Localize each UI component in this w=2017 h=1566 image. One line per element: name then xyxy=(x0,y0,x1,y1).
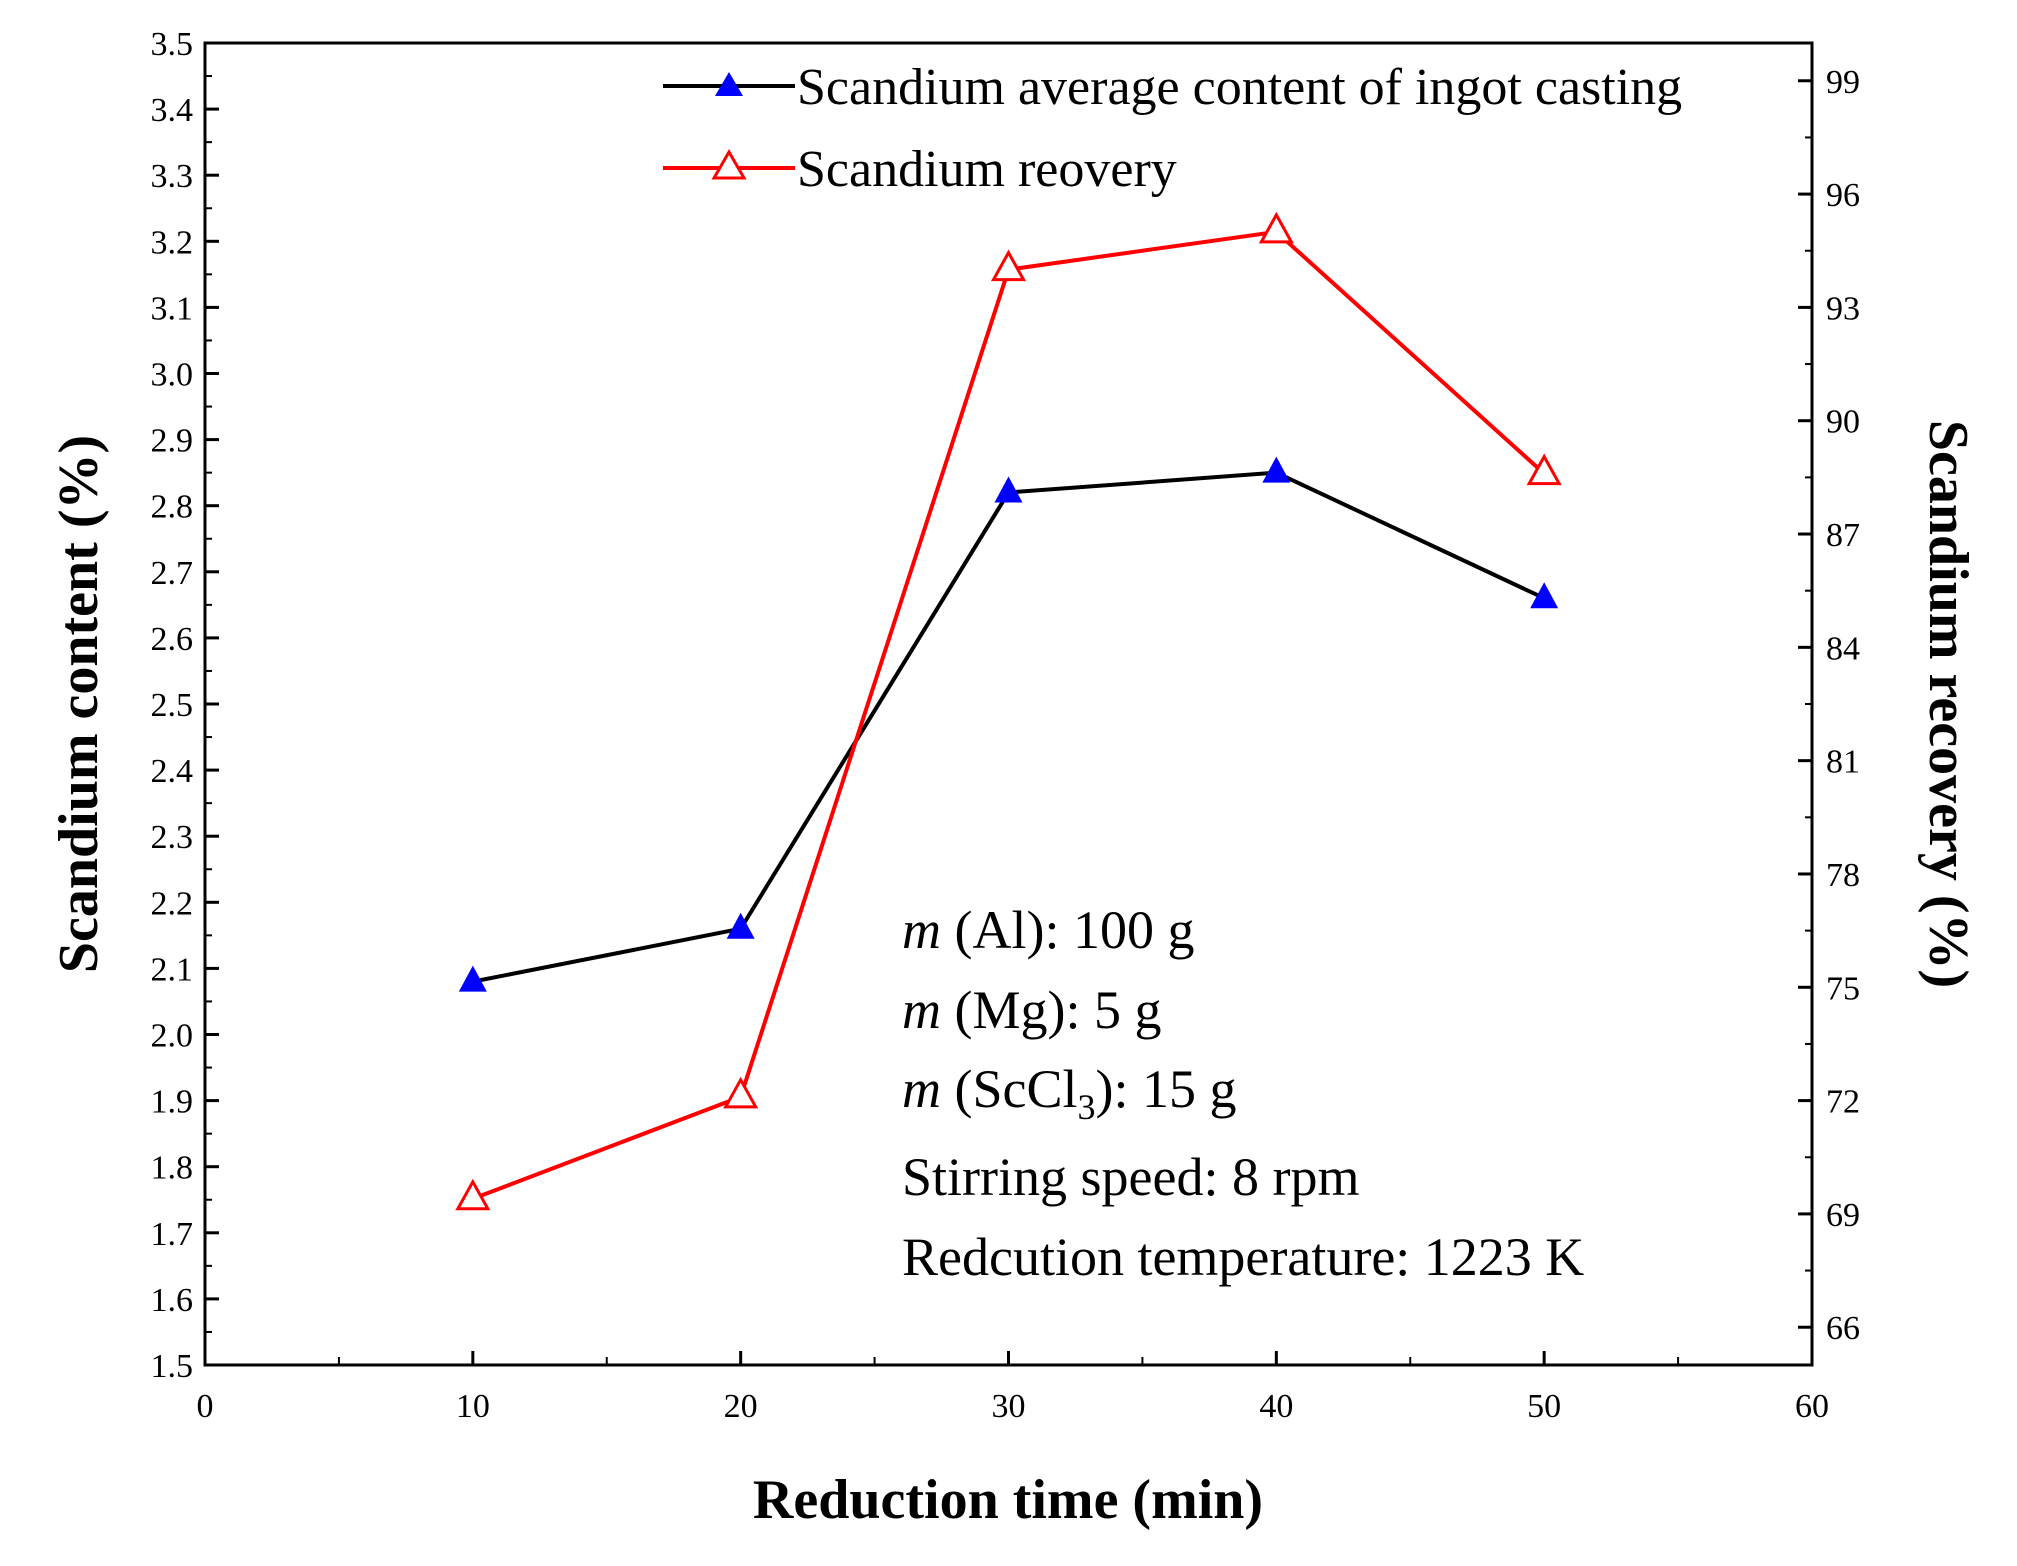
y-tick-label: 2.1 xyxy=(151,951,194,988)
y-tick-label: 2.3 xyxy=(151,819,194,856)
recovery-point xyxy=(1526,453,1562,486)
x-tick-label: 40 xyxy=(1259,1388,1293,1425)
y2-tick-label: 96 xyxy=(1826,177,1860,214)
x-tick-label: 60 xyxy=(1795,1388,1829,1425)
y2-tick-label: 66 xyxy=(1826,1310,1860,1347)
y2-tick-label: 90 xyxy=(1826,404,1860,441)
series-layer xyxy=(455,211,1562,1211)
recovery-point xyxy=(723,1076,759,1109)
y-tick-label: 3.3 xyxy=(151,158,194,195)
y2-tick-label: 84 xyxy=(1826,630,1860,667)
y2-tick-label: 93 xyxy=(1826,290,1860,327)
legend-marker-content xyxy=(715,72,743,96)
y-tick-label: 1.5 xyxy=(151,1348,194,1385)
y-tick-label: 3.0 xyxy=(151,357,194,394)
y2-axis-title: Scandium recovery (%) xyxy=(1917,420,1979,988)
annotation-sccl3: m (ScCl3): 15 g xyxy=(902,1059,1237,1127)
annotation-stirring: Stirring speed: 8 rpm xyxy=(902,1147,1359,1207)
x-tick-label: 30 xyxy=(992,1388,1026,1425)
x-tick-label: 20 xyxy=(724,1388,758,1425)
y-tick-label: 3.2 xyxy=(151,224,194,261)
legend-label-recovery: Scandium reovery xyxy=(797,141,1177,198)
grid-ticks-layer: 0 10 20 30 40 50 60 1.5 1.6 1.7 1.8 1.9 2.0 2.1 2.2 2.3… xyxy=(151,26,1861,1425)
legend: Scandium average content of ingot castin… xyxy=(663,59,1682,198)
recovery-point xyxy=(455,1178,491,1211)
x-tick-label: 0 xyxy=(197,1388,214,1425)
y-tick-label: 1.7 xyxy=(151,1216,194,1253)
y-tick-label: 2.6 xyxy=(151,621,194,658)
y-tick-label: 1.8 xyxy=(151,1150,194,1187)
y-tick-label: 3.5 xyxy=(151,26,194,63)
y2-tick-label: 69 xyxy=(1826,1197,1860,1234)
content-point xyxy=(458,965,487,992)
y2-tick-label: 87 xyxy=(1826,517,1860,554)
y-tick-label: 2.2 xyxy=(151,885,194,922)
y2-tick-label: 78 xyxy=(1826,857,1860,894)
recovery-point xyxy=(990,249,1027,282)
legend-marker-recovery xyxy=(711,148,747,180)
y-tick-label: 3.1 xyxy=(151,290,194,327)
y-tick-label: 2.0 xyxy=(151,1018,194,1055)
x-tick-label: 50 xyxy=(1527,1388,1561,1425)
y-tick-label: 2.4 xyxy=(151,753,194,790)
content-point xyxy=(726,912,755,939)
x-axis-title: Reduction time (min) xyxy=(753,1469,1263,1531)
content-point xyxy=(994,476,1023,503)
y-tick-label: 2.9 xyxy=(151,423,194,460)
y-tick-label: 2.8 xyxy=(151,489,194,526)
content-point xyxy=(1530,582,1559,609)
annotation-temperature: Redcution temperature: 1223 K xyxy=(902,1227,1584,1287)
y-tick-label: 1.6 xyxy=(151,1282,194,1319)
legend-label-content: Scandium average content of ingot castin… xyxy=(797,59,1682,116)
y2-tick-label: 72 xyxy=(1826,1084,1860,1121)
y-tick-label: 2.5 xyxy=(151,687,194,724)
plot-frame xyxy=(203,41,1814,1367)
series-line-1 xyxy=(472,229,1546,1201)
y2-tick-label: 75 xyxy=(1826,970,1860,1007)
content-point xyxy=(1262,456,1291,483)
y-tick-label: 3.4 xyxy=(151,92,194,129)
y-tick-label: 2.7 xyxy=(151,555,194,592)
y-tick-label: 1.9 xyxy=(151,1084,194,1121)
x-tick-label: 10 xyxy=(456,1388,490,1425)
y2-tick-label: 99 xyxy=(1826,64,1860,101)
annotation-box: m (Al): 100 g m (Mg): 5 g m (ScCl3): 15 … xyxy=(902,900,1584,1287)
y2-tick-label: 81 xyxy=(1826,744,1860,781)
recovery-point xyxy=(1258,211,1294,244)
annotation-mg: m (Mg): 5 g xyxy=(902,980,1161,1040)
annotation-al: m (Al): 100 g xyxy=(902,900,1194,960)
y-axis-title: Scandium content (%) xyxy=(48,435,110,973)
